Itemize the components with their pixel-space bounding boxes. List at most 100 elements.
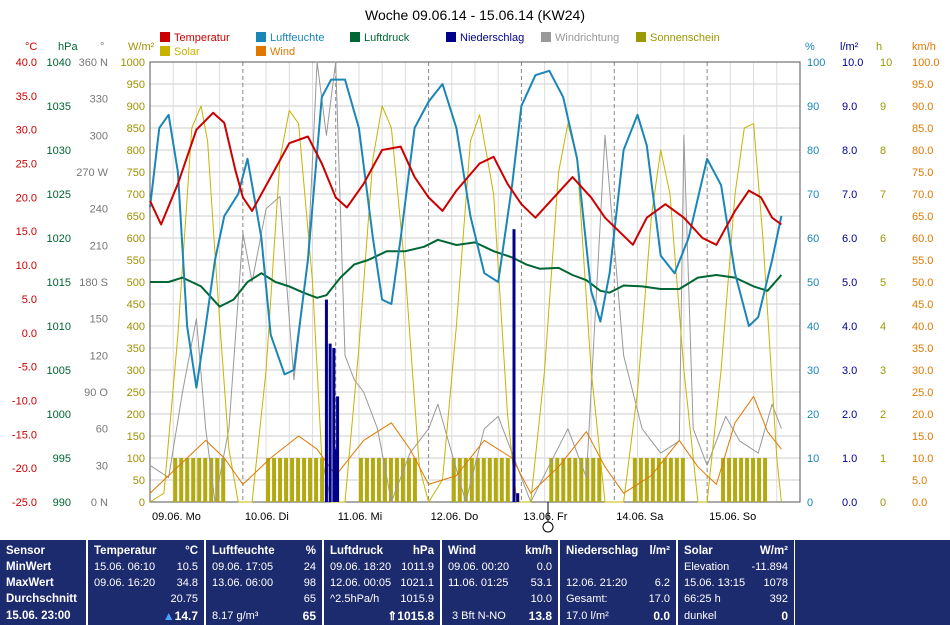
- sunshine-hours: 66:25 h: [684, 593, 721, 605]
- sunshine-bar-3: [451, 458, 456, 502]
- solar-tick-10: 500: [127, 277, 145, 289]
- wind-max-time: 11.06. 01:25: [448, 577, 509, 589]
- sun-tick-8: 2: [880, 409, 886, 421]
- wind-unit: km/h: [525, 545, 552, 557]
- sensor-column: Sensor MinWert MaxWert Durchschnitt 15.0…: [0, 540, 86, 625]
- pressure-rising-icon: ⇑: [387, 609, 398, 623]
- solar-avg-value: 392: [769, 593, 788, 605]
- temp-tick-5: 15.0: [16, 226, 37, 238]
- solar-unit: W/m²: [128, 41, 155, 53]
- legend-label-7: Wind: [270, 46, 295, 58]
- sensor-header: Sensor: [6, 545, 45, 557]
- sunshine-bar-2: [406, 458, 411, 502]
- sunshine-bar-5: [680, 458, 685, 502]
- wind-tick-6: 70.0: [912, 189, 933, 201]
- sunshine-bar-3: [493, 458, 498, 502]
- legend-label-4: Windrichtung: [555, 32, 619, 44]
- humidity-tick-1: 90: [807, 101, 819, 113]
- wind-tick-11: 45.0: [912, 299, 933, 311]
- rain-tick-2: 8.0: [842, 145, 857, 157]
- sunshine-bar-3: [505, 458, 510, 502]
- humidity-tick-2: 80: [807, 145, 819, 157]
- sunshine-bar-6: [751, 458, 756, 502]
- rain-tick-5: 5.0: [842, 277, 857, 289]
- humidity-tick-0: 100: [807, 57, 825, 69]
- solar-column: Solar W/m² Elevation -11.894 15.06. 13:15 1…: [678, 540, 794, 625]
- solar-tick-6: 700: [127, 189, 145, 201]
- wind-tick-20: 0.0: [912, 497, 927, 509]
- x-label-5: 14.06. Sa: [616, 511, 664, 523]
- sunshine-bar-5: [650, 458, 655, 502]
- rain-bar-0: [324, 299, 328, 502]
- weather-week-chart: Woche 09.06.14 - 15.06.14 (KW24) Temperat…: [12, 7, 940, 533]
- sunshine-bar-4: [573, 458, 578, 502]
- direction-tick-6: 180 S: [79, 277, 108, 289]
- rain-tick-8: 2.0: [842, 409, 857, 421]
- solar-tick-7: 650: [127, 211, 145, 223]
- rain-bar-3: [334, 449, 338, 502]
- humidity-tick-9: 10: [807, 453, 819, 465]
- rain-tick-7: 3.0: [842, 365, 857, 377]
- legend-swatch-2: [350, 32, 360, 42]
- sun-tick-1: 9: [880, 101, 886, 113]
- sunshine-bar-3: [487, 458, 492, 502]
- solar-unit: W/m²: [759, 545, 788, 557]
- sunshine-bar-6: [721, 458, 726, 502]
- sunshine-bar-6: [727, 458, 732, 502]
- sunshine-bar-0: [179, 458, 184, 502]
- sunshine-bar-1: [314, 458, 319, 502]
- direction-tick-4: 240: [90, 204, 108, 216]
- solar-tick-5: 750: [127, 167, 145, 179]
- pressure-unit: hPa: [412, 545, 434, 557]
- sunshine-bar-0: [173, 458, 178, 502]
- solar-max-value: 1078: [763, 577, 788, 589]
- sunshine-bar-5: [638, 458, 643, 502]
- wind-tick-10: 50.0: [912, 277, 933, 289]
- pressure-tick-2: 1030: [47, 145, 71, 157]
- legend-label-1: Luftfeuchte: [270, 32, 324, 44]
- temperature-max-value: 34.8: [176, 577, 198, 589]
- wind-tick-7: 65.0: [912, 211, 933, 223]
- sunshine-bar-0: [191, 458, 196, 502]
- wind-beaufort-direction: 3 Bft N-NO: [452, 610, 506, 622]
- temp-tick-7: 5.0: [22, 294, 37, 306]
- direction-tick-10: 60: [96, 424, 108, 436]
- pressure-trend-rate: ^2.5hPa/h: [330, 593, 380, 605]
- temp-tick-11: -15.0: [12, 429, 37, 441]
- solar-header: Solar: [684, 545, 713, 557]
- wind-tick-13: 35.0: [912, 343, 933, 355]
- sunshine-bar-2: [412, 458, 417, 502]
- solar-tick-0: 1000: [121, 57, 145, 69]
- sunshine-bar-0: [209, 458, 214, 502]
- sunshine-bar-3: [481, 458, 486, 502]
- solar-tick-19: 50: [133, 475, 145, 487]
- rain-unit: l/m²: [840, 41, 859, 53]
- absolute-humidity: 8.17 g/m³: [212, 610, 259, 622]
- temperature-trend-up-icon: ▲: [162, 609, 175, 623]
- rain-tick-1: 9.0: [842, 101, 857, 113]
- humidity-avg-value: 65: [303, 593, 316, 605]
- solar-tick-20: 0: [139, 497, 145, 509]
- temp-tick-3: 25.0: [16, 159, 37, 171]
- wind-min-value: 0.0: [536, 561, 552, 573]
- x-label-4: 13.06. Fr: [523, 511, 567, 523]
- solar-tick-3: 850: [127, 123, 145, 135]
- temp-tick-1: 35.0: [16, 91, 37, 103]
- sunshine-bar-0: [221, 458, 226, 502]
- wind-tick-12: 40.0: [912, 321, 933, 333]
- wind-line: [149, 395, 782, 494]
- sunshine-bar-1: [284, 458, 289, 502]
- x-label-3: 12.06. Do: [431, 511, 479, 523]
- max-label: MaxWert: [6, 577, 54, 589]
- wind-tick-1: 95.0: [912, 79, 933, 91]
- sunshine-bar-4: [567, 458, 572, 502]
- sun-tick-4: 6: [880, 233, 886, 245]
- sunshine-bar-6: [763, 458, 768, 502]
- humidity-unit: %: [305, 545, 316, 557]
- temp-tick-4: 20.0: [16, 192, 37, 204]
- sunshine-bar-0: [185, 458, 190, 502]
- pressure-tick-5: 1015: [47, 277, 71, 289]
- humidity-tick-3: 70: [807, 189, 819, 201]
- solar-tick-2: 900: [127, 101, 145, 113]
- rain-tick-4: 6.0: [842, 233, 857, 245]
